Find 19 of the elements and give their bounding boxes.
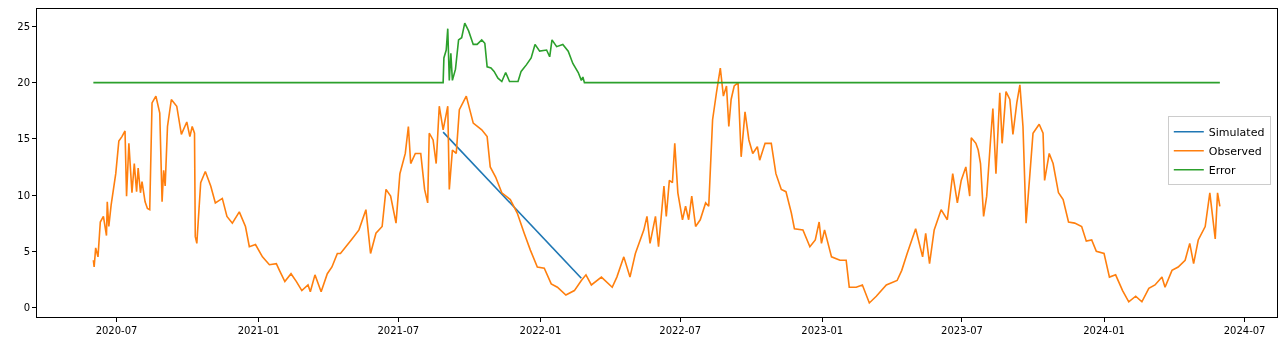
x-tick-label: 2023-07 <box>941 325 983 336</box>
y-tick-label: 5 <box>23 245 30 257</box>
x-tick-label: 2024-01 <box>1083 325 1125 336</box>
legend-label: Error <box>1208 163 1237 177</box>
legend-label: Simulated <box>1208 125 1265 139</box>
x-tick-label: 2022-01 <box>519 325 562 336</box>
x-tick-label: 2024-07 <box>1223 325 1266 336</box>
x-tick-label: 2023-01 <box>801 325 844 336</box>
x-tick-label: 2021-01 <box>237 325 280 336</box>
y-tick-label: 20 <box>17 77 30 89</box>
y-tick-label: 10 <box>17 189 30 201</box>
x-tick-label: 2022-07 <box>659 325 702 336</box>
legend-label: Observed <box>1208 144 1262 158</box>
y-tick-label: 15 <box>17 133 30 145</box>
x-tick-label: 2021-07 <box>377 325 420 336</box>
y-tick-label: 0 <box>23 301 30 313</box>
line-series <box>92 22 1221 84</box>
y-tick-label: 25 <box>17 20 30 32</box>
x-tick-label: 2020-07 <box>95 325 138 336</box>
